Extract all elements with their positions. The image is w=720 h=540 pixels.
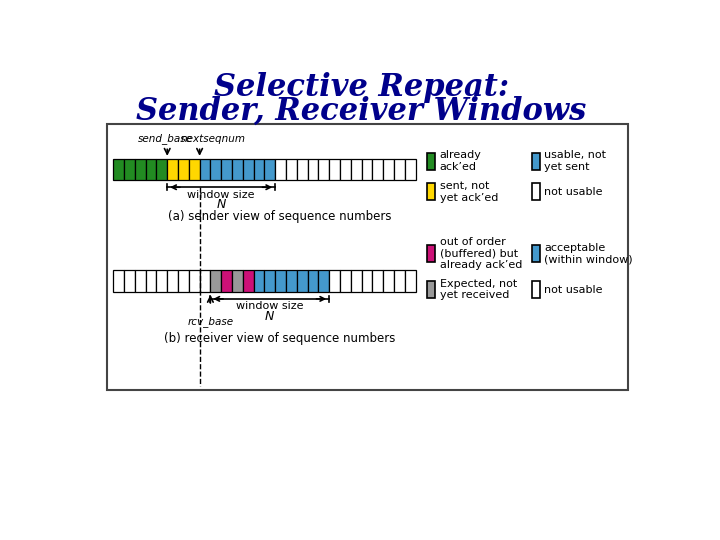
Bar [351, 271, 361, 292]
Bar [113, 159, 124, 180]
Text: Sender, Receiver Windows: Sender, Receiver Windows [136, 96, 586, 126]
Bar [189, 271, 199, 292]
Bar [199, 159, 210, 180]
Bar [167, 271, 178, 292]
Bar [113, 271, 124, 292]
Bar [135, 159, 145, 180]
Bar [156, 271, 167, 292]
Bar [275, 271, 286, 292]
Bar [124, 159, 135, 180]
Bar [372, 271, 383, 292]
Text: send_base: send_base [138, 133, 193, 144]
Bar [307, 271, 318, 292]
Text: (b) receiver view of sequence numbers: (b) receiver view of sequence numbers [164, 332, 395, 345]
Bar [124, 271, 135, 292]
Text: window size: window size [187, 190, 255, 200]
Bar [394, 271, 405, 292]
Bar [178, 271, 189, 292]
Bar [340, 271, 351, 292]
Bar [318, 159, 329, 180]
Bar [232, 271, 243, 292]
Bar [286, 159, 297, 180]
Bar [135, 271, 145, 292]
Bar [427, 245, 435, 262]
Bar [361, 159, 372, 180]
Bar [307, 159, 318, 180]
Bar [253, 271, 264, 292]
Bar [532, 153, 539, 170]
Bar [361, 271, 372, 292]
Bar [383, 159, 394, 180]
Text: Expected, not
yet received: Expected, not yet received [439, 279, 517, 300]
Bar [232, 159, 243, 180]
Bar [340, 159, 351, 180]
Text: N: N [265, 309, 274, 323]
Bar [107, 124, 628, 390]
Bar [532, 184, 539, 200]
Bar [221, 271, 232, 292]
Bar [383, 271, 394, 292]
Bar [221, 159, 232, 180]
Bar [372, 159, 383, 180]
Bar [210, 271, 221, 292]
Bar [427, 184, 435, 200]
Text: already
ack’ed: already ack’ed [439, 150, 482, 172]
Bar [145, 159, 156, 180]
Bar [189, 159, 199, 180]
Bar [532, 281, 539, 298]
Text: not usable: not usable [544, 187, 603, 197]
Bar [532, 245, 539, 262]
Bar [243, 159, 253, 180]
Text: out of order
(buffered) but
already ack’ed: out of order (buffered) but already ack’… [439, 237, 522, 270]
Bar [329, 159, 340, 180]
Text: N: N [217, 198, 226, 211]
Text: (a) sender view of sequence numbers: (a) sender view of sequence numbers [168, 210, 392, 222]
Text: window size: window size [236, 301, 304, 311]
Bar [199, 271, 210, 292]
Bar [243, 271, 253, 292]
Text: rcv_base: rcv_base [187, 316, 233, 327]
Bar [156, 159, 167, 180]
Bar [351, 159, 361, 180]
Bar [329, 271, 340, 292]
Text: Selective Repeat:: Selective Repeat: [214, 72, 509, 103]
Text: not usable: not usable [544, 285, 603, 295]
Bar [297, 159, 307, 180]
Text: nextseqnum: nextseqnum [181, 134, 246, 144]
Bar [394, 159, 405, 180]
Bar [253, 159, 264, 180]
Bar [275, 159, 286, 180]
Text: usable, not
yet sent: usable, not yet sent [544, 150, 606, 172]
Bar [318, 271, 329, 292]
Bar [427, 281, 435, 298]
Bar [427, 153, 435, 170]
Bar [178, 159, 189, 180]
Bar [264, 271, 275, 292]
Bar [286, 271, 297, 292]
Bar [405, 271, 415, 292]
Text: acceptable
(within window): acceptable (within window) [544, 242, 633, 264]
Bar [264, 159, 275, 180]
Bar [405, 159, 415, 180]
Text: sent, not
yet ack’ed: sent, not yet ack’ed [439, 181, 498, 202]
Bar [167, 159, 178, 180]
Bar [210, 159, 221, 180]
Bar [145, 271, 156, 292]
Bar [297, 271, 307, 292]
